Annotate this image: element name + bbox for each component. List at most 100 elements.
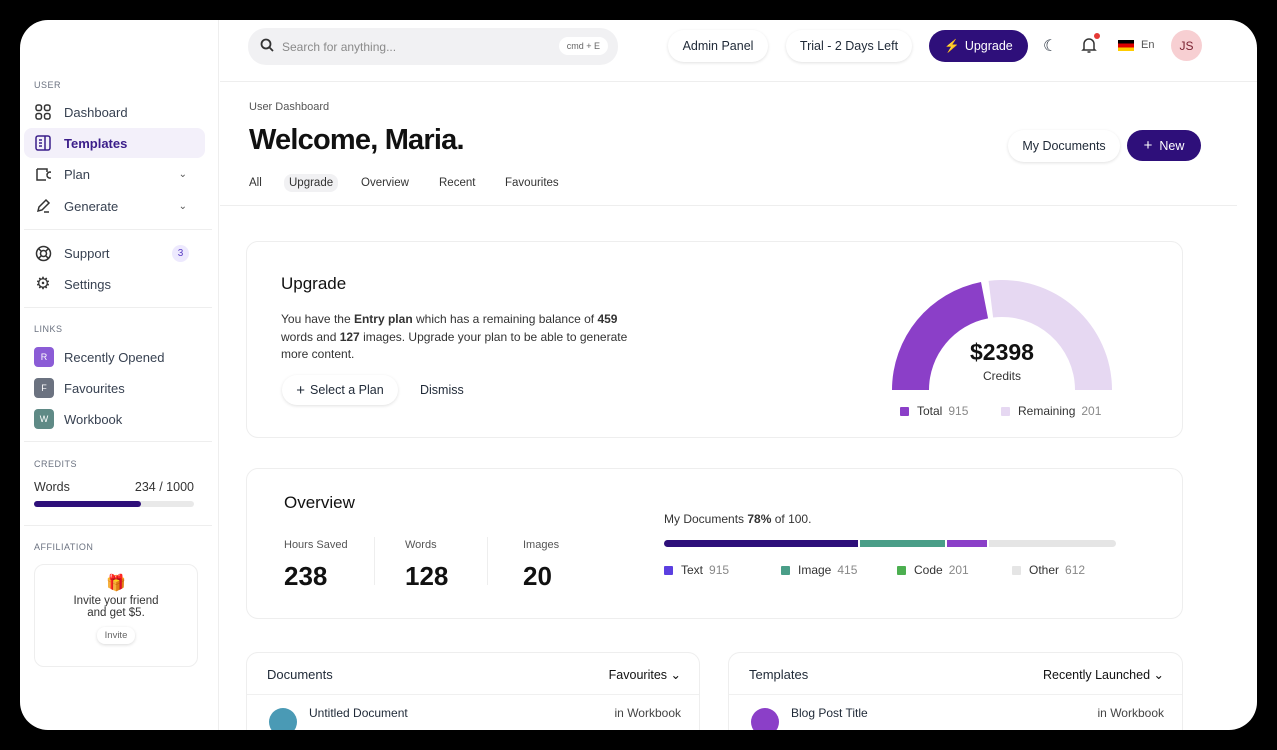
letter-avatar: F xyxy=(34,378,54,398)
sidebar-item-label: Plan xyxy=(64,166,91,182)
sidebar-item-support[interactable]: Support 3 xyxy=(24,238,205,268)
link-label: Workbook xyxy=(64,411,123,427)
top-bar: Search for anything... cmd + E Admin Pane… xyxy=(220,20,1257,82)
gauge-remaining-arc xyxy=(988,280,1112,390)
bell-icon[interactable] xyxy=(1081,33,1100,59)
template-avatar xyxy=(751,708,779,730)
credits-gauge xyxy=(892,280,1112,390)
templates-card: Templates Recently Launched ⌄ Blog Post … xyxy=(728,652,1183,730)
link-favourites[interactable]: F Favourites xyxy=(24,373,205,403)
divider xyxy=(247,694,699,695)
search-placeholder: Search for anything... xyxy=(282,39,397,54)
chevron-down-icon[interactable]: ⌄ xyxy=(178,168,187,180)
document-name[interactable]: Untitled Document xyxy=(309,706,408,720)
app-window: USER Dashboard Templates Plan ⌄ Generate ⌄… xyxy=(20,20,1257,730)
germany-flag-icon[interactable] xyxy=(1118,40,1134,51)
link-recently-opened[interactable]: R Recently Opened xyxy=(24,342,205,372)
letter-avatar: W xyxy=(34,409,54,429)
divider xyxy=(24,525,212,526)
sidebar-item-label: Dashboard xyxy=(64,104,128,120)
plus-icon: + xyxy=(296,381,306,399)
affiliation-text: and get $5. xyxy=(87,607,145,619)
tab-upgrade[interactable]: Upgrade xyxy=(284,174,339,192)
upgrade-description: You have the Entry plan which has a rema… xyxy=(281,312,628,361)
affiliation-card: 🎁 Invite your friend and get $5. Invite xyxy=(34,564,198,667)
trial-button[interactable]: Trial - 2 Days Left xyxy=(786,30,912,62)
language-selector[interactable]: En xyxy=(1141,39,1155,51)
sidebar-item-label: Settings xyxy=(64,276,111,292)
stat-hours-saved: Hours Saved 238 xyxy=(284,539,348,591)
documents-card: Documents Favourites ⌄ Untitled Document… xyxy=(246,652,700,730)
usage-segment-image xyxy=(860,540,946,547)
sidebar-item-templates[interactable]: Templates xyxy=(24,128,205,158)
documents-usage-text: My Documents 78% of 100. xyxy=(664,512,812,526)
credits-row: Words 234 / 1000 xyxy=(34,480,194,494)
template-location: in Workbook xyxy=(1097,706,1164,720)
sidebar: USER Dashboard Templates Plan ⌄ Generate ⌄… xyxy=(20,20,219,730)
document-avatar xyxy=(269,708,297,730)
tab-favourites[interactable]: Favourites xyxy=(505,177,559,189)
avatar[interactable]: JS xyxy=(1171,30,1202,61)
stat-words: Words 128 xyxy=(405,539,449,591)
gauge-center: $2398 Credits xyxy=(887,339,1117,383)
sidebar-item-plan[interactable]: Plan ⌄ xyxy=(24,159,205,189)
gauge-total-arc xyxy=(892,282,989,390)
overview-card: Overview Hours Saved 238 Words 128 Images 2… xyxy=(246,468,1183,619)
credits-progress-fill xyxy=(34,501,142,507)
chevron-down-icon[interactable]: ⌄ xyxy=(178,200,187,212)
documents-usage-bar xyxy=(664,540,1116,547)
sidebar-item-label: Support xyxy=(64,245,110,261)
sidebar-item-dashboard[interactable]: Dashboard xyxy=(24,97,205,127)
legend-remaining: Remaining 201 xyxy=(1001,404,1101,418)
document-icon xyxy=(34,134,52,152)
new-button[interactable]: + New xyxy=(1127,130,1201,161)
invite-button[interactable]: Invite xyxy=(97,627,136,644)
upgrade-card: Upgrade You have the Entry plan which ha… xyxy=(246,241,1183,438)
templates-filter-dropdown[interactable]: Recently Launched ⌄ xyxy=(1043,668,1164,682)
plus-icon: + xyxy=(1143,137,1153,154)
new-label: New xyxy=(1159,138,1185,153)
select-plan-button[interactable]: + Select a Plan xyxy=(282,375,398,405)
moon-icon[interactable]: ☾ xyxy=(1043,38,1058,55)
legend-other: Other 612 xyxy=(1012,563,1085,577)
gear-icon: ⚙ xyxy=(35,274,51,293)
template-name[interactable]: Blog Post Title xyxy=(791,706,868,720)
section-label-user: USER xyxy=(34,80,62,90)
section-label-links: LINKS xyxy=(34,324,63,334)
lifebuoy-icon xyxy=(34,244,52,262)
tab-overview[interactable]: Overview xyxy=(361,177,409,189)
legend-total: Total 915 xyxy=(900,404,968,418)
stat-images: Images 20 xyxy=(523,539,560,591)
section-label-affiliation: AFFILIATION xyxy=(34,542,94,552)
documents-title: Documents xyxy=(267,667,333,682)
legend-image: Image 415 xyxy=(781,563,857,577)
usage-segment-text xyxy=(664,540,859,547)
sidebar-item-settings[interactable]: ⚙ Settings xyxy=(24,269,205,299)
upgrade-button[interactable]: ⚡ Upgrade xyxy=(929,30,1028,62)
documents-filter-dropdown[interactable]: Favourites ⌄ xyxy=(608,668,681,682)
divider xyxy=(729,694,1182,695)
section-label-credits: CREDITS xyxy=(34,459,78,469)
sidebar-item-label: Templates xyxy=(64,135,128,151)
legend-code: Code 201 xyxy=(897,563,969,577)
divider xyxy=(487,537,488,585)
breadcrumb[interactable]: User Dashboard xyxy=(249,101,330,113)
tab-recent[interactable]: Recent xyxy=(439,177,476,189)
link-workbook[interactable]: W Workbook xyxy=(24,404,205,434)
link-label: Favourites xyxy=(64,380,125,396)
page-title: Welcome, Maria. xyxy=(249,124,465,156)
my-documents-button[interactable]: My Documents xyxy=(1008,130,1120,162)
wallet-icon xyxy=(34,165,52,183)
divider xyxy=(24,441,212,442)
divider xyxy=(24,307,212,308)
letter-avatar: R xyxy=(34,347,54,367)
pencil-icon xyxy=(34,197,52,215)
admin-panel-button[interactable]: Admin Panel xyxy=(668,30,768,62)
tab-all[interactable]: All xyxy=(249,177,262,189)
sidebar-item-generate[interactable]: Generate ⌄ xyxy=(24,191,205,221)
lightning-icon: ⚡ xyxy=(944,38,960,53)
gift-icon: 🎁 xyxy=(106,575,126,592)
legend-text: Text 915 xyxy=(664,563,729,577)
dismiss-button[interactable]: Dismiss xyxy=(420,383,464,397)
search-input[interactable]: Search for anything... cmd + E xyxy=(248,28,618,65)
